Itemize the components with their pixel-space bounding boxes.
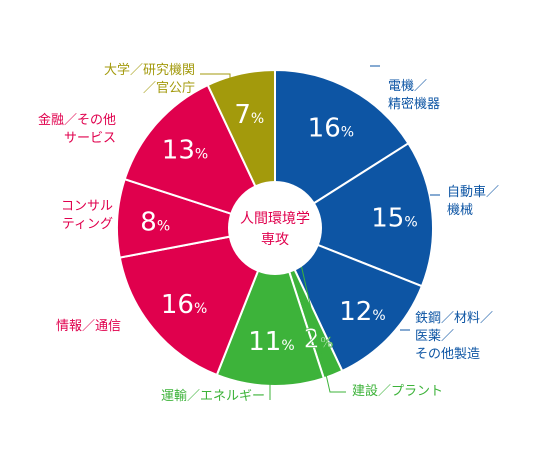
percent-labels: 16%15%12%2%11%16%8%13%7% [140, 100, 417, 357]
center-label-line2: 専攻 [261, 232, 289, 248]
category-label-6-line-0: コンサル [61, 199, 113, 214]
slice-1 [272, 141, 434, 288]
category-label-1-line-0: 自動車／ [447, 185, 499, 200]
leader-line-8 [200, 73, 231, 82]
category-label-0-line-0: 電機／ [388, 79, 427, 94]
percent-label-7: 13% [162, 136, 208, 166]
category-label-2-line-0: 鉄鋼／材料／ [415, 311, 493, 326]
category-label-2-line-2: その他製造 [415, 347, 480, 362]
category-label-8-line-1: ／官公庁 [143, 80, 195, 96]
percent-label-8: 7% [234, 100, 264, 130]
slice-2 [273, 226, 424, 373]
slice-7 [123, 83, 277, 230]
category-label-3-line-0: 建設／プラント [352, 383, 443, 399]
leader-lines [200, 65, 440, 400]
slice-0 [274, 68, 410, 230]
percent-label-4: 11% [248, 327, 294, 357]
slice-5 [118, 226, 277, 377]
percent-label-0: 16% [308, 113, 354, 143]
percent-label-2: 12% [339, 297, 385, 327]
category-label-7-line-1: サービス [64, 131, 116, 146]
percent-label-5: 16% [161, 290, 207, 320]
category-label-8-line-0: 大学／研究機関 [104, 62, 195, 78]
category-label-2-line-1: 医薬／ [415, 329, 454, 344]
category-label-0-line-1: 精密機器 [388, 96, 440, 112]
category-label-1-line-1: 機械 [447, 203, 473, 218]
percent-label-1: 15% [371, 204, 417, 234]
category-label-5-line-0: 情報／通信 [56, 319, 121, 334]
category-label-4-line-0: 運輸／エネルギー [161, 389, 265, 404]
center-hole [228, 181, 322, 275]
percent-label-6: 8% [140, 207, 170, 237]
center-label-line1: 人間環境学 [240, 211, 310, 227]
leader-line-3 [299, 259, 346, 393]
category-label-6-line-1: ティング [62, 217, 113, 232]
category-label-7-line-0: 金融／その他 [38, 112, 116, 128]
